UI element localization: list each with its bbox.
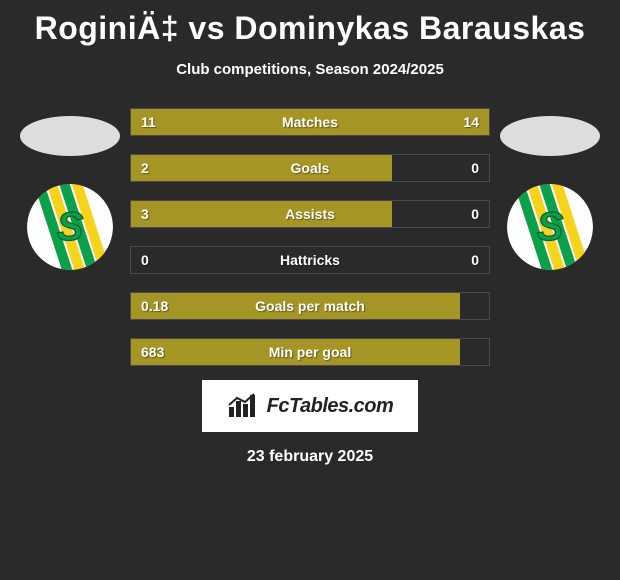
stat-fill-left xyxy=(131,201,392,227)
stat-bar: 2 Goals 0 xyxy=(130,154,490,182)
stat-bar: 0 Hattricks 0 xyxy=(130,246,490,274)
stat-value-left: 0.18 xyxy=(141,298,168,314)
stat-fill-left xyxy=(131,155,392,181)
watermark: FcTables.com xyxy=(202,380,418,432)
subtitle: Club competitions, Season 2024/2025 xyxy=(176,61,444,78)
player-placeholder-right xyxy=(500,116,600,156)
chart-icon xyxy=(227,393,261,419)
svg-text:S: S xyxy=(57,205,84,249)
page-title: RoginiÄ‡ vs Dominykas Barauskas xyxy=(35,10,586,47)
club-badge-icon: S xyxy=(27,184,113,270)
left-player-col: S xyxy=(10,108,130,270)
stat-bar: 0.18 Goals per match xyxy=(130,292,490,320)
stat-value-left: 683 xyxy=(141,344,164,360)
stat-label: Hattricks xyxy=(280,252,340,268)
stat-bar: 683 Min per goal xyxy=(130,338,490,366)
stats-column: 11 Matches 14 2 Goals 0 3 Assists 0 0 Hattricks 0 0.… xyxy=(130,108,490,366)
stat-label: Min per goal xyxy=(269,344,351,360)
stat-bar: 3 Assists 0 xyxy=(130,200,490,228)
club-badge-right: S xyxy=(507,184,593,270)
date-label: 23 february 2025 xyxy=(247,448,373,466)
stat-value-left: 2 xyxy=(141,160,149,176)
stat-value-right: 0 xyxy=(471,160,479,176)
player-placeholder-left xyxy=(20,116,120,156)
stat-value-left: 11 xyxy=(141,114,156,130)
club-badge-left: S xyxy=(27,184,113,270)
stat-value-right: 14 xyxy=(463,114,479,130)
right-player-col: S xyxy=(490,108,610,270)
stat-bar: 11 Matches 14 xyxy=(130,108,490,136)
stat-label: Matches xyxy=(282,114,338,130)
stat-label: Goals xyxy=(291,160,330,176)
stat-value-right: 0 xyxy=(471,252,479,268)
stat-value-left: 0 xyxy=(141,252,149,268)
stat-label: Goals per match xyxy=(255,298,365,314)
svg-text:S: S xyxy=(537,205,564,249)
club-badge-icon: S xyxy=(507,184,593,270)
watermark-text: FcTables.com xyxy=(267,395,394,418)
stat-value-left: 3 xyxy=(141,206,149,222)
stat-label: Assists xyxy=(285,206,335,222)
stat-value-right: 0 xyxy=(471,206,479,222)
comparison-row: S 11Matches142Goals03Assists00Hattricks0… xyxy=(0,108,620,366)
